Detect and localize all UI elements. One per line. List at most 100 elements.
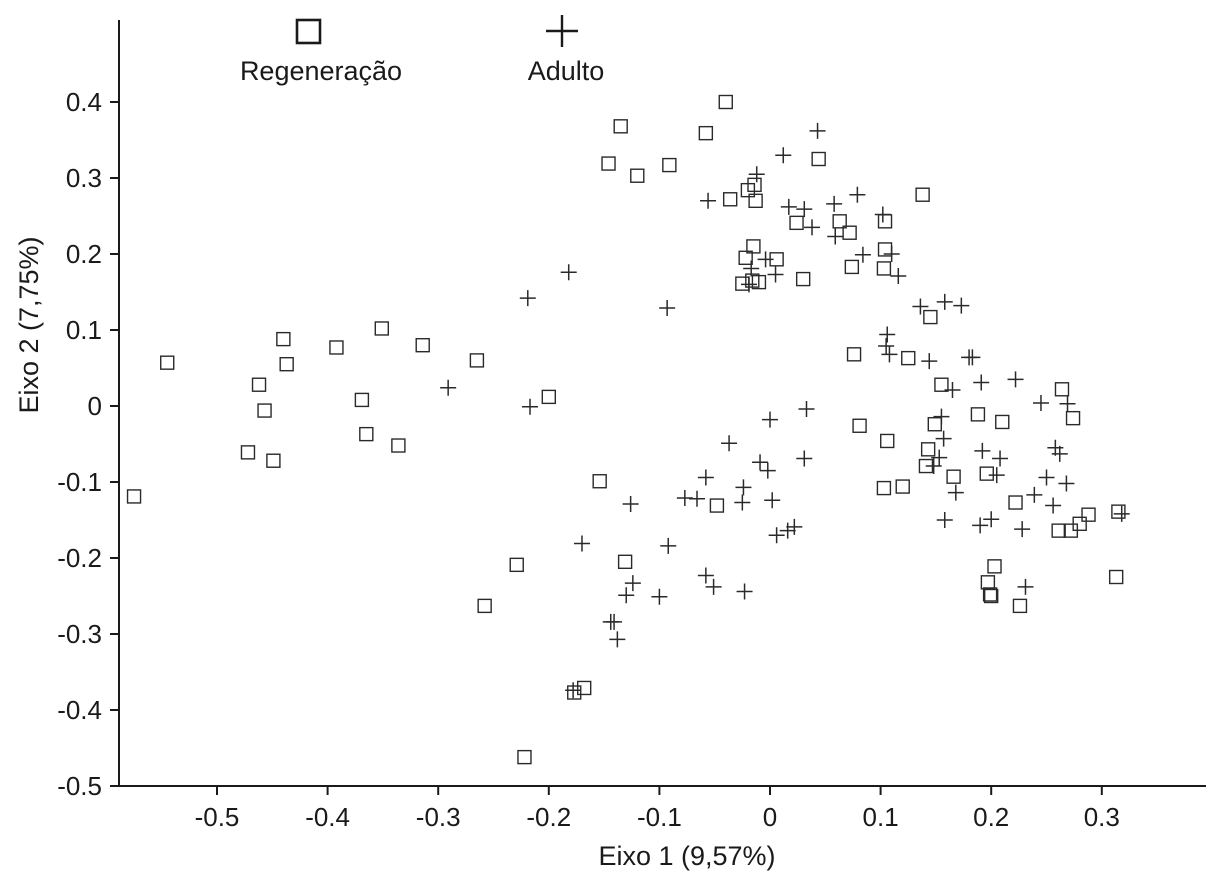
adulto-point — [1014, 521, 1031, 538]
adulto-point — [743, 260, 760, 277]
adulto-point — [519, 290, 536, 307]
adulto-point — [560, 264, 577, 281]
regeneracao-point — [748, 193, 763, 209]
adulto-point — [983, 511, 1000, 528]
adulto-point — [624, 575, 641, 592]
regeneracao-point — [920, 442, 936, 457]
regeneracao-point — [662, 157, 677, 173]
regeneracao-point — [982, 587, 998, 602]
adulto-point — [565, 682, 582, 699]
regeneracao-point — [415, 338, 430, 353]
regeneracao-point — [987, 559, 1002, 574]
adulto-point — [606, 613, 623, 630]
regeneracao-point — [477, 598, 492, 614]
adulto-point — [973, 374, 990, 391]
regeneracao-point — [1108, 569, 1124, 585]
adulto-point — [697, 469, 714, 486]
regeneracao-point — [876, 480, 892, 496]
regeneracao-point — [576, 680, 592, 696]
regeneracao-point — [722, 192, 738, 207]
adulto-point — [921, 353, 938, 370]
regeneracao-point — [126, 489, 142, 504]
regeneracao-point — [735, 276, 750, 291]
regeneracao-point — [984, 588, 999, 604]
regeneracao-point — [1072, 516, 1087, 531]
x-axis-ticks: -0.5 -0.4 -0.3 -0.2 -0.1 0 0.1 0.2 0.3 — [195, 786, 1120, 832]
adulto-point — [1045, 497, 1062, 514]
regeneracao-point — [374, 321, 389, 336]
regeneracao-point — [251, 377, 267, 392]
regeneracao-point — [567, 685, 582, 700]
regeneracao-point — [391, 438, 406, 453]
adulto-point — [936, 512, 953, 528]
adulto-point — [697, 567, 714, 584]
regeneracao-point — [738, 250, 753, 266]
adulto-point — [734, 494, 751, 511]
adulto-point — [440, 379, 457, 396]
x-tick-label: 0 — [763, 802, 777, 832]
regeneracao-point — [709, 498, 725, 513]
adulto-point — [767, 266, 784, 283]
adulto-point — [622, 496, 639, 513]
adulto-point — [796, 450, 813, 467]
regeneracao-point — [795, 271, 811, 287]
regeneracao-point — [1012, 598, 1028, 614]
adulto-point — [762, 411, 778, 428]
adulto-point — [700, 192, 717, 209]
adulto-point — [992, 450, 1009, 467]
regeneracao-point — [630, 168, 645, 183]
adulto-point — [936, 293, 953, 310]
adulto-point — [768, 527, 785, 544]
regeneracao-point — [946, 469, 961, 484]
adulto-point — [849, 186, 866, 203]
regeneracao-point — [329, 340, 344, 355]
regeneracao-point — [877, 214, 893, 229]
regeneracao-point — [923, 309, 938, 325]
regeneracao-point — [240, 445, 256, 460]
y-tick-label: -0.4 — [57, 695, 102, 725]
adulto-point — [609, 631, 626, 648]
regeneracao-point — [354, 392, 370, 408]
x-tick-label: 0.1 — [863, 802, 899, 832]
y-tick-label: 0.3 — [66, 163, 102, 193]
regeneracao-point — [601, 156, 616, 171]
adulto-point — [912, 298, 929, 315]
adulto-point — [972, 517, 989, 534]
regeneracao-point — [876, 261, 892, 276]
regeneracao-point — [934, 377, 949, 392]
adulto-point — [779, 522, 796, 539]
adulto-point — [1007, 371, 1024, 388]
x-tick-label: -0.3 — [416, 802, 461, 832]
regeneracao-point — [995, 414, 1010, 430]
regeneracao-point — [1054, 382, 1070, 397]
adulto-point — [573, 535, 590, 552]
regeneracao-point — [359, 426, 374, 442]
regeneracao-point — [617, 554, 633, 569]
adulto-point — [735, 479, 752, 496]
adulto-point — [1051, 445, 1068, 462]
y-tick-label: 0.2 — [66, 239, 102, 269]
adulto-point — [659, 299, 676, 316]
regeneracao-point — [160, 355, 175, 370]
data-points — [126, 94, 1130, 765]
adulto-point — [947, 484, 964, 501]
adulto-point — [931, 449, 948, 466]
adulto-point — [618, 587, 635, 604]
adulto-point — [651, 588, 668, 605]
adulto-point — [1017, 578, 1034, 595]
regeneracao-point — [266, 453, 281, 468]
x-tick-label: 0.3 — [1084, 802, 1120, 832]
regeneracao-point — [718, 94, 733, 110]
adulto-point — [883, 246, 900, 262]
adulto-point — [890, 268, 907, 285]
adulto-point — [759, 462, 776, 479]
x-tick-label: -0.1 — [637, 802, 682, 832]
regeneracao-point — [915, 187, 930, 202]
adulto-point — [660, 537, 677, 554]
adulto-point — [1038, 469, 1055, 486]
regeneracao-point — [517, 749, 532, 765]
regeneracao-point — [698, 125, 714, 141]
adulto-point — [748, 166, 765, 183]
regeneracao-point — [811, 151, 826, 167]
